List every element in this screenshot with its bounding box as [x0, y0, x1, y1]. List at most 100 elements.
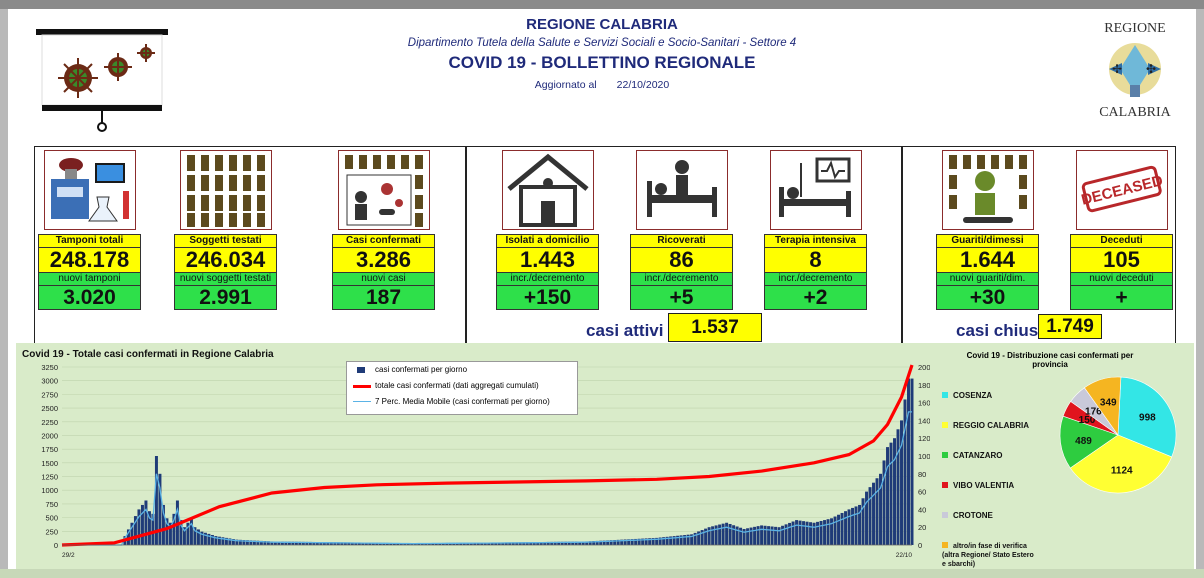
daily-bar [350, 542, 354, 545]
region-title: REGIONE CALABRIA [526, 16, 678, 33]
hospital-bed-icon [635, 150, 728, 230]
region-logo: REGIONE ✢ ✣ CALABRIA [1080, 21, 1190, 121]
legend-item-moving-average: 7 Perc. Media Mobile (casi confermati pe… [347, 394, 577, 410]
daily-bar [910, 378, 914, 545]
daily-bar [238, 539, 242, 545]
daily-bar [662, 537, 666, 545]
y-tick-label: 2750 [41, 390, 58, 399]
legend-label: CATANZARO [953, 451, 1003, 460]
daily-bar [228, 538, 232, 545]
daily-bar [700, 530, 704, 545]
icu-icon [769, 150, 862, 230]
daily-bar [252, 540, 256, 545]
daily-bar [609, 540, 613, 545]
daily-bar [679, 535, 683, 545]
daily-bar [634, 538, 638, 545]
daily-bar [214, 536, 218, 545]
daily-bar [308, 541, 312, 545]
daily-bar [886, 447, 890, 545]
daily-bar [144, 500, 148, 545]
daily-bar [791, 521, 795, 545]
daily-bar [560, 541, 564, 545]
daily-bar [151, 513, 155, 545]
daily-bar [525, 542, 529, 545]
daily-bar [287, 541, 291, 545]
cumulative-line [61, 364, 914, 547]
daily-bar [823, 520, 827, 545]
closed-cases-value: 1.749 [1038, 314, 1102, 339]
daily-bar [221, 537, 225, 545]
daily-bar [816, 521, 820, 545]
legend-label: REGGIO CALABRIA [953, 421, 1029, 430]
updated-date: 22/10/2020 [616, 79, 670, 91]
daily-bar [193, 527, 197, 545]
daily-bar [536, 542, 540, 545]
daily-bar [305, 541, 309, 545]
province-pie-panel: Covid 19 - Distribuzione casi confermati… [930, 345, 1192, 569]
daily-bar [158, 473, 162, 545]
daily-bar [564, 541, 568, 545]
daily-bar [571, 541, 575, 545]
card-guariti: Guariti/dimessi 1.644 nuovi guariti/dim.… [936, 150, 1039, 310]
card-sub-value: +5 [630, 286, 733, 310]
daily-bar [861, 498, 865, 545]
virus-person-icon [337, 150, 430, 230]
daily-bar [613, 540, 617, 545]
daily-bar [616, 539, 620, 545]
daily-bar [553, 541, 557, 545]
daily-bar [805, 521, 809, 545]
daily-bar [231, 539, 235, 545]
house-icon [501, 150, 594, 230]
daily-bar [770, 526, 774, 545]
daily-bar [137, 509, 141, 545]
daily-bar [487, 542, 491, 545]
daily-bar [718, 524, 722, 545]
daily-bar [557, 541, 561, 545]
updated-label: Aggiornato al [534, 79, 597, 91]
daily-bar [361, 542, 365, 545]
pie-data-label: 998 [1139, 412, 1156, 423]
daily-bar [179, 520, 183, 545]
legend-label: COSENZA [953, 391, 993, 400]
daily-bar [599, 540, 603, 545]
card-value: 3.286 [332, 248, 435, 273]
daily-bar [690, 534, 694, 545]
daily-bar [333, 542, 337, 545]
pie-slice [1069, 434, 1173, 494]
daily-bar [476, 542, 480, 545]
daily-bar [329, 542, 333, 545]
svg-text:✣: ✣ [1146, 62, 1156, 76]
daily-bar [900, 420, 903, 545]
daily-bar [592, 541, 596, 545]
daily-bar [494, 542, 498, 545]
y-tick-label: 2000 [41, 431, 58, 440]
legend-swatch [942, 482, 948, 488]
card-sub-value: + [1070, 286, 1173, 310]
daily-bar [483, 542, 487, 545]
daily-bar [641, 538, 645, 545]
top-bar [0, 0, 1204, 9]
department-title: Dipartimento Tutela della Salute e Servi… [407, 37, 797, 49]
bottom-strip [0, 569, 1204, 578]
daily-bar [550, 541, 554, 545]
daily-bar [623, 539, 627, 545]
legend-swatch [942, 392, 948, 398]
daily-bar [784, 524, 788, 545]
calabria-crest-icon: ✢ ✣ [1109, 43, 1161, 97]
daily-bar [480, 542, 484, 545]
daily-bar [501, 542, 505, 545]
daily-bar [315, 542, 319, 545]
card-terapia: Terapia intensiva 8 incr./decremento +2 [764, 150, 867, 310]
daily-bar [760, 525, 764, 545]
daily-bar [581, 541, 585, 545]
daily-bar [172, 513, 176, 545]
daily-bar [186, 522, 190, 545]
daily-bar [347, 542, 351, 545]
card-sub-label: nuovi soggetti testati [174, 273, 277, 286]
pie-legend-item: VIBO VALENTIA [942, 481, 1037, 490]
moving-average-line [62, 411, 912, 546]
daily-bar [896, 429, 900, 545]
daily-bar [266, 541, 270, 545]
card-label: Casi confermati [332, 234, 435, 248]
card-value: 1.644 [936, 248, 1039, 273]
